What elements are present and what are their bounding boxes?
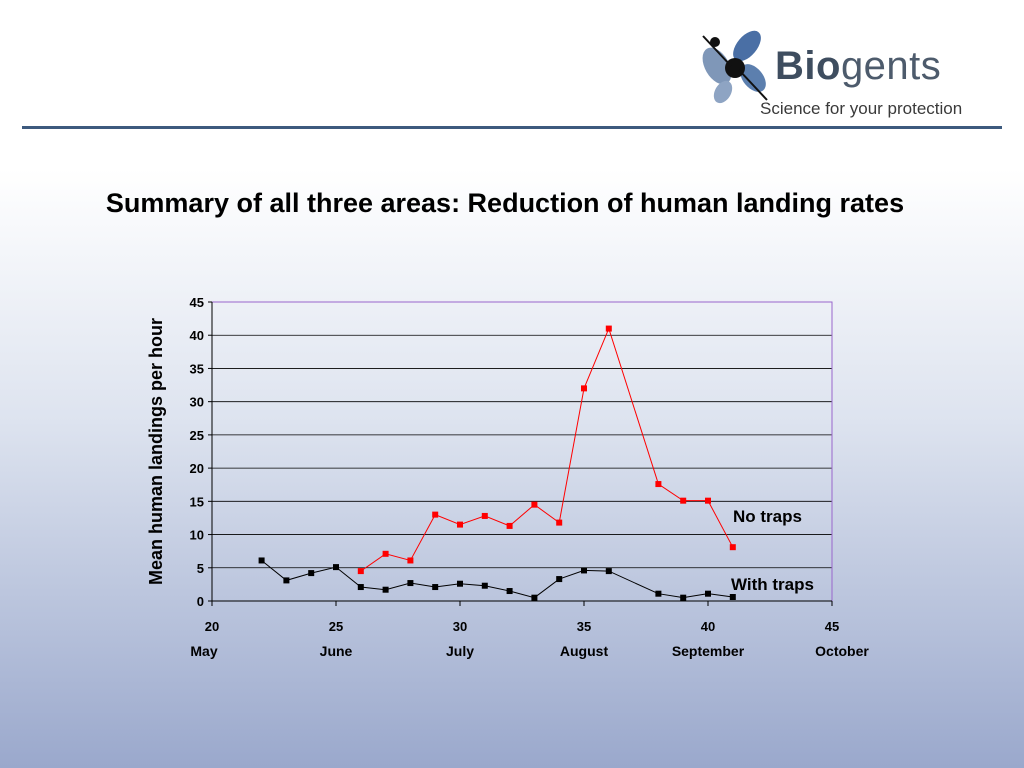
x-tick-label: 35 (577, 619, 591, 634)
with-traps-point (556, 576, 563, 583)
with-traps-point (333, 564, 339, 571)
with-traps-point (506, 588, 513, 595)
legend-no-traps: No traps (733, 507, 802, 526)
with-traps-point (382, 586, 389, 593)
with-traps-point (457, 580, 463, 587)
with-traps-point (432, 584, 439, 591)
x-tick-label: 45 (825, 619, 839, 634)
brand-rest: gents (840, 44, 942, 88)
no-traps-point (729, 544, 736, 551)
x-tick-label: 40 (701, 619, 715, 634)
y-tick-label: 45 (190, 295, 204, 310)
y-tick-label: 40 (190, 328, 204, 343)
no-traps-point (506, 522, 513, 529)
chart-axes (208, 301, 833, 606)
chart-series (258, 325, 736, 601)
month-label: June (320, 643, 353, 659)
with-traps-point (729, 594, 736, 601)
y-tick-label: 10 (190, 528, 204, 543)
brand-tagline: Science for your protection (760, 99, 963, 118)
with-traps-point (283, 577, 290, 584)
y-tick-label: 25 (190, 428, 204, 443)
x-tick-label: 30 (453, 619, 467, 634)
no-traps-point (357, 568, 364, 575)
no-traps-point (655, 481, 662, 488)
month-label: September (672, 643, 745, 659)
no-traps-point (531, 501, 538, 508)
y-tick-label: 15 (190, 494, 204, 509)
no-traps-point (605, 325, 612, 332)
no-traps-point (481, 512, 488, 519)
y-axis-title: Mean human landings per hour (146, 318, 166, 585)
chart-gridlines (212, 301, 832, 569)
with-traps-point (308, 570, 315, 577)
no-traps-point (407, 557, 414, 564)
series-line-with-traps (261, 560, 733, 599)
y-tick-label: 30 (190, 395, 204, 410)
with-traps-point (531, 594, 538, 601)
brand-bold: Bio (775, 44, 841, 88)
biogents-logo: Biogents Science for your protection (695, 26, 995, 126)
no-traps-point (556, 519, 563, 526)
with-traps-point (481, 582, 488, 589)
with-traps-point (655, 590, 662, 597)
slide-title: Summary of all three areas: Reduction of… (105, 188, 905, 218)
no-traps-point (680, 497, 687, 504)
with-traps-point (705, 590, 711, 597)
y-tick-label: 5 (197, 561, 204, 576)
y-tick-label: 20 (190, 461, 204, 476)
month-label: October (815, 643, 869, 659)
with-traps-point (258, 557, 265, 564)
legend-with-traps: With traps (731, 575, 814, 594)
month-label: July (446, 643, 474, 659)
no-traps-point (705, 497, 711, 504)
month-label: August (560, 643, 609, 659)
no-traps-point (457, 521, 463, 528)
header-rule (22, 126, 1002, 129)
no-traps-point (581, 385, 587, 392)
with-traps-point (581, 567, 587, 574)
with-traps-point (407, 580, 414, 587)
no-traps-point (432, 511, 439, 518)
x-tick-label: 25 (329, 619, 343, 634)
with-traps-point (680, 594, 687, 601)
x-tick-label: 20 (205, 619, 219, 634)
chart-labels: 0 5 10 15 20 25 30 35 40 45 20 May 25 June 30 July 35 Aug… (146, 295, 869, 659)
no-traps-point (382, 550, 389, 557)
mosquito-logo-icon (702, 30, 768, 104)
with-traps-point (357, 584, 364, 591)
y-tick-label: 0 (197, 594, 204, 609)
brand-name: Biogents (775, 44, 941, 89)
y-tick-label: 35 (190, 361, 204, 376)
with-traps-point (605, 568, 612, 575)
plot-area (211, 301, 833, 602)
month-label: May (190, 643, 217, 659)
